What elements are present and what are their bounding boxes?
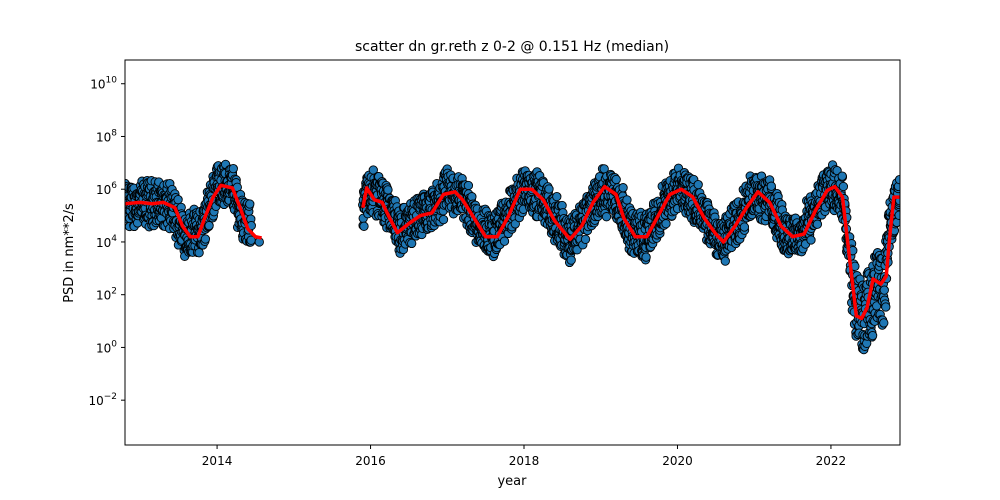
data-point (580, 234, 591, 244)
y-tick-label: 106 (96, 181, 117, 197)
data-point (766, 181, 776, 191)
data-point (552, 191, 562, 202)
data-point (601, 212, 612, 222)
data-point (837, 171, 847, 181)
data-point (806, 235, 816, 245)
data-point (867, 330, 878, 341)
data-point (194, 248, 204, 258)
x-axis-ticks: 2014 2016 2018 2020 2022 (202, 445, 846, 468)
data-point (720, 256, 730, 266)
data-point (693, 179, 703, 190)
median-line-segment (125, 183, 262, 240)
y-tick-label: 100 (96, 339, 117, 355)
x-tick-label: 2018 (509, 454, 540, 468)
y-tick-label: 104 (96, 234, 117, 250)
data-point (204, 220, 214, 231)
data-point (641, 252, 651, 262)
data-point (200, 234, 211, 244)
data-point (359, 221, 369, 231)
x-tick-label: 2020 (662, 454, 693, 468)
y-axis-label: PSD in nm**2/s (62, 203, 77, 303)
axes-frame (124, 59, 901, 446)
y-tick-label: 1010 (90, 76, 117, 92)
data-point (661, 219, 671, 229)
data-point (228, 163, 238, 174)
x-tick-label: 2016 (355, 454, 386, 468)
data-point (879, 318, 889, 328)
data-point (566, 255, 576, 265)
y-tick-label: 108 (96, 128, 117, 144)
y-tick-label: 102 (96, 287, 117, 303)
data-point (438, 214, 449, 225)
data-point (407, 238, 417, 249)
data-point (622, 195, 632, 205)
data-point (499, 236, 510, 246)
data-point (879, 285, 889, 295)
data-point (245, 199, 255, 209)
x-tick-label: 2022 (816, 454, 847, 468)
y-tick-label: 10−2 (88, 392, 117, 408)
data-point (173, 194, 183, 205)
data-point (812, 219, 823, 229)
data-point (881, 302, 891, 312)
data-point (383, 185, 393, 195)
x-axis-label: year (497, 474, 527, 489)
median-line (125, 183, 900, 321)
data-point (544, 184, 554, 194)
plot-area (124, 59, 901, 446)
data-point (838, 181, 849, 192)
data-point (739, 222, 750, 232)
data-point (618, 183, 628, 193)
x-tick-label: 2014 (202, 454, 233, 468)
chart-title: scatter dn gr.reth z 0-2 @ 0.151 Hz (med… (355, 39, 669, 55)
data-point (894, 210, 900, 220)
y-axis-ticks: 10−2 100 102 104 106 108 1010 (88, 76, 125, 408)
data-point (611, 174, 621, 185)
median-line-segment (361, 184, 900, 321)
data-point (463, 180, 474, 191)
